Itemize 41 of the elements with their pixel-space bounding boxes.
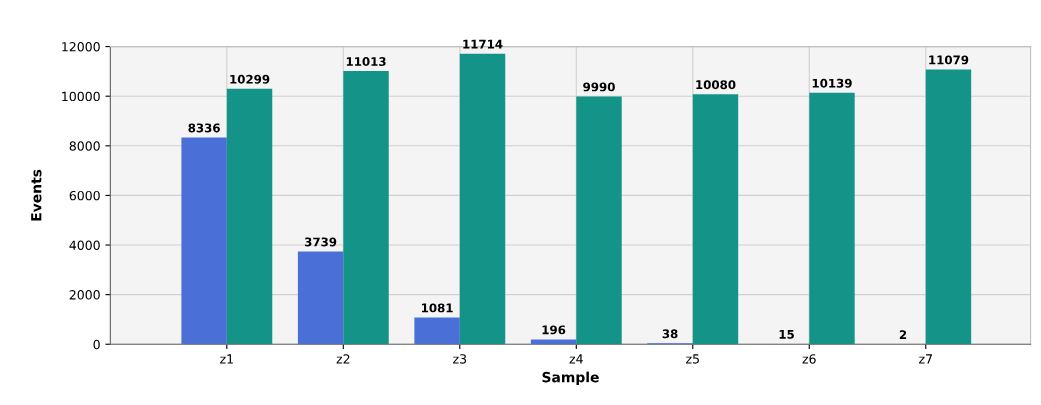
- data-label: 10080: [696, 80, 736, 90]
- data-label: 1081: [421, 303, 453, 313]
- data-label: 3739: [304, 237, 337, 247]
- y-axis-title: Events: [31, 169, 42, 221]
- x-tick-label: z6: [802, 354, 816, 364]
- data-label: 11013: [346, 57, 386, 66]
- bar: [226, 88, 273, 345]
- y-tick-label: 2000: [69, 290, 100, 300]
- x-tick-label: z1: [220, 354, 233, 364]
- data-label: 196: [542, 325, 566, 335]
- bar: [576, 96, 622, 345]
- data-label: 10139: [812, 78, 852, 88]
- bar: [925, 69, 972, 345]
- bar: [692, 94, 739, 345]
- bar: [297, 251, 344, 345]
- y-tick-label: 8000: [69, 141, 100, 151]
- bar: [181, 137, 227, 345]
- y-tick-label: 0: [93, 339, 100, 350]
- data-label: 11079: [929, 55, 969, 65]
- x-tick-label: z7: [919, 354, 932, 364]
- y-tick-label: 10000: [62, 91, 100, 102]
- x-tick-label: z2: [336, 354, 350, 364]
- data-label: 2: [899, 330, 907, 339]
- bar: [343, 71, 389, 345]
- bar: [414, 317, 460, 345]
- x-tick-label: z5: [686, 354, 699, 364]
- y-tick-label: 12000: [62, 42, 100, 52]
- data-label: 10299: [230, 74, 270, 84]
- x-tick-label: z4: [569, 354, 583, 364]
- bar: [459, 53, 506, 345]
- data-label: 15: [779, 330, 794, 339]
- data-label: 38: [662, 329, 678, 339]
- data-label: 11714: [463, 39, 503, 49]
- data-label: 8336: [188, 123, 220, 133]
- y-tick-label: 4000: [69, 240, 100, 250]
- bar: [809, 92, 855, 345]
- y-tick-label: 6000: [69, 190, 100, 201]
- x-axis-title: Sample: [542, 371, 599, 386]
- x-tick-label: z3: [453, 354, 467, 364]
- data-label: 9990: [583, 82, 615, 92]
- bar: [530, 339, 577, 345]
